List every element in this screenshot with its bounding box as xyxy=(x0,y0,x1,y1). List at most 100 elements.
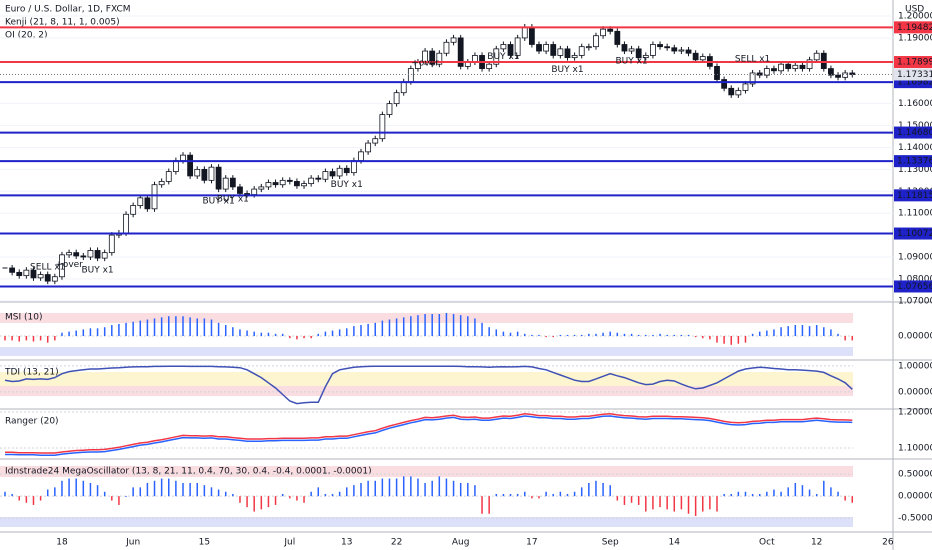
indicator-bar xyxy=(637,334,640,337)
indicator-bar xyxy=(324,493,327,497)
indicator-bar xyxy=(360,482,362,497)
indicator-bar xyxy=(18,336,20,342)
indicator-bar xyxy=(673,334,676,337)
indicator-bar xyxy=(182,316,184,337)
indicator-bar xyxy=(467,316,469,337)
indicator-bar xyxy=(844,496,846,501)
candle xyxy=(393,92,400,105)
indicator-bar xyxy=(516,331,519,337)
candle xyxy=(614,30,621,45)
indicator-bar xyxy=(402,317,405,337)
annotation: BUY x1 xyxy=(81,266,113,276)
indicator-bar xyxy=(531,334,533,337)
indicator-bar xyxy=(224,491,227,497)
indicator-bar xyxy=(239,329,241,337)
indicator-bar xyxy=(424,482,426,497)
indicator-bar xyxy=(153,480,156,497)
last-price-label: 1.17331 xyxy=(897,70,932,80)
candle xyxy=(237,186,243,194)
annotation: BUY x1 xyxy=(487,52,519,62)
level-label: 1.13376 xyxy=(897,157,932,167)
candle xyxy=(123,213,129,234)
level-label: 1.17899 xyxy=(897,58,932,68)
candle xyxy=(208,166,215,181)
indicator-bar xyxy=(851,336,854,341)
tdi-lower-band xyxy=(0,386,853,396)
y-tick-label: 1.09000 xyxy=(898,253,932,263)
indicator-bar xyxy=(645,334,647,337)
candle xyxy=(400,81,407,94)
indicator-bar xyxy=(303,336,305,339)
candle xyxy=(350,160,357,174)
candle xyxy=(372,138,379,144)
indicator-bar xyxy=(531,496,533,499)
indicator-bar xyxy=(89,482,92,497)
y-tick-label: 1.10000 xyxy=(898,444,932,454)
candle xyxy=(51,276,58,282)
level-label: 1.14680 xyxy=(897,128,932,138)
candle xyxy=(87,250,94,258)
indicator-bar xyxy=(830,329,832,337)
candle xyxy=(735,90,742,96)
indicator-bar xyxy=(516,493,519,497)
annotation: SELL x1 xyxy=(735,54,770,64)
candle xyxy=(137,197,144,206)
indicator-bar xyxy=(438,476,441,497)
indicator-bar xyxy=(595,333,597,337)
indicator-bar xyxy=(210,487,213,497)
indicator-bar xyxy=(495,493,498,497)
candle xyxy=(799,64,806,69)
indicator-bar xyxy=(474,485,476,497)
indicator-bar xyxy=(331,330,334,337)
msi-lower-band xyxy=(0,347,853,356)
indicator-bar xyxy=(481,322,483,337)
candle xyxy=(600,28,606,37)
candle xyxy=(301,183,307,187)
indicator-bar xyxy=(680,334,683,337)
level-label-box xyxy=(894,280,932,293)
indicator-bar xyxy=(823,480,825,497)
indicator-bar xyxy=(132,487,134,497)
indicator-bar xyxy=(438,314,441,337)
indicator-bar xyxy=(82,480,85,497)
candle xyxy=(130,205,137,215)
candle xyxy=(621,44,628,52)
candle xyxy=(650,44,656,56)
candle xyxy=(37,274,44,279)
indicator-bar xyxy=(196,318,198,337)
indicator-bar xyxy=(39,496,42,501)
candle xyxy=(73,252,80,257)
candle xyxy=(628,48,635,52)
candle xyxy=(642,55,649,59)
indicator-bar xyxy=(552,336,554,338)
indicator-bar xyxy=(61,332,63,337)
indicator-bar xyxy=(54,487,56,497)
candle xyxy=(742,83,749,91)
indicator-bar xyxy=(46,336,49,343)
y-tick-label: 1.14000 xyxy=(898,143,932,153)
indicator-bar xyxy=(139,320,142,337)
candle xyxy=(44,274,51,282)
indicator-bar xyxy=(132,321,134,337)
annotation: +over xyxy=(55,260,83,270)
indicator-bar xyxy=(566,493,569,497)
indicator-bar xyxy=(716,336,718,343)
y-tick-label: 1.07000 xyxy=(898,296,932,306)
indicator-bar xyxy=(844,336,846,341)
indicator-bar xyxy=(217,322,220,337)
annotation: BUY x1 xyxy=(551,65,583,75)
candle xyxy=(521,26,528,39)
y-tick-label: 1.20000 xyxy=(898,408,932,418)
candle xyxy=(215,166,222,190)
indicator-bar xyxy=(310,491,312,497)
indicator-bar xyxy=(630,333,633,337)
indicator-bar xyxy=(39,336,42,341)
level-label-box xyxy=(894,189,932,202)
indicator-bar xyxy=(224,325,227,337)
candle xyxy=(728,87,735,96)
indicator-bar xyxy=(702,336,704,339)
candle xyxy=(550,44,557,56)
y-tick-label: 0.50000 xyxy=(898,470,932,480)
indicator-bar xyxy=(118,496,120,505)
candle xyxy=(842,72,849,78)
